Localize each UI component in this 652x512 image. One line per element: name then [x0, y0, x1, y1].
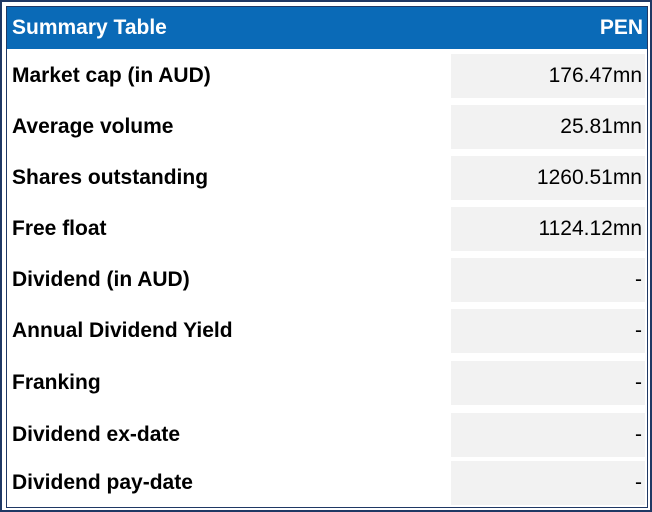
row-label: Average volume: [12, 115, 174, 138]
row-label: Dividend pay-date: [12, 471, 193, 494]
row-value: 1260.51mn: [536, 166, 642, 189]
value-cell: 25.81mn: [451, 105, 645, 149]
row-label: Dividend ex-date: [12, 423, 181, 446]
row-value: 25.81mn: [560, 115, 642, 138]
row-label: Dividend (in AUD): [12, 268, 190, 291]
table-row: Dividend ex-date -: [7, 413, 647, 457]
table-row: Annual Dividend Yield -: [7, 309, 647, 353]
table-row: Free float 1124.12mn: [7, 207, 647, 251]
ticker-label: PEN: [599, 16, 643, 39]
table-row: Market cap (in AUD) 176.47mn: [7, 54, 647, 98]
row-label: Shares outstanding: [12, 166, 209, 189]
value-cell: 1124.12mn: [451, 207, 645, 251]
row-label: Market cap (in AUD): [12, 64, 211, 87]
table-row: Franking -: [7, 361, 647, 405]
row-label: Annual Dividend Yield: [12, 319, 233, 342]
table-title: Summary Table: [12, 16, 167, 39]
value-cell: -: [451, 258, 645, 302]
row-value: -: [635, 471, 642, 494]
value-cell: -: [451, 361, 645, 405]
value-cell: 176.47mn: [451, 54, 645, 98]
table-row: Average volume 25.81mn: [7, 105, 647, 149]
summary-table: Summary Table PEN Market cap (in AUD) 17…: [6, 6, 648, 508]
row-value: -: [635, 371, 642, 394]
row-label: Franking: [12, 371, 101, 394]
value-cell: 1260.51mn: [451, 156, 645, 200]
table-row: Dividend (in AUD) -: [7, 258, 647, 302]
row-value: -: [635, 268, 642, 291]
row-label: Free float: [12, 217, 107, 240]
table-header: Summary Table PEN: [7, 7, 647, 49]
value-cell: -: [451, 461, 645, 505]
value-cell: -: [451, 413, 645, 457]
value-cell: -: [451, 309, 645, 353]
row-value: 1124.12mn: [538, 217, 642, 240]
row-value: -: [635, 319, 642, 342]
table-row: Dividend pay-date -: [7, 461, 647, 505]
table-row: Shares outstanding 1260.51mn: [7, 156, 647, 200]
row-value: 176.47mn: [548, 64, 642, 87]
row-value: -: [635, 423, 642, 446]
